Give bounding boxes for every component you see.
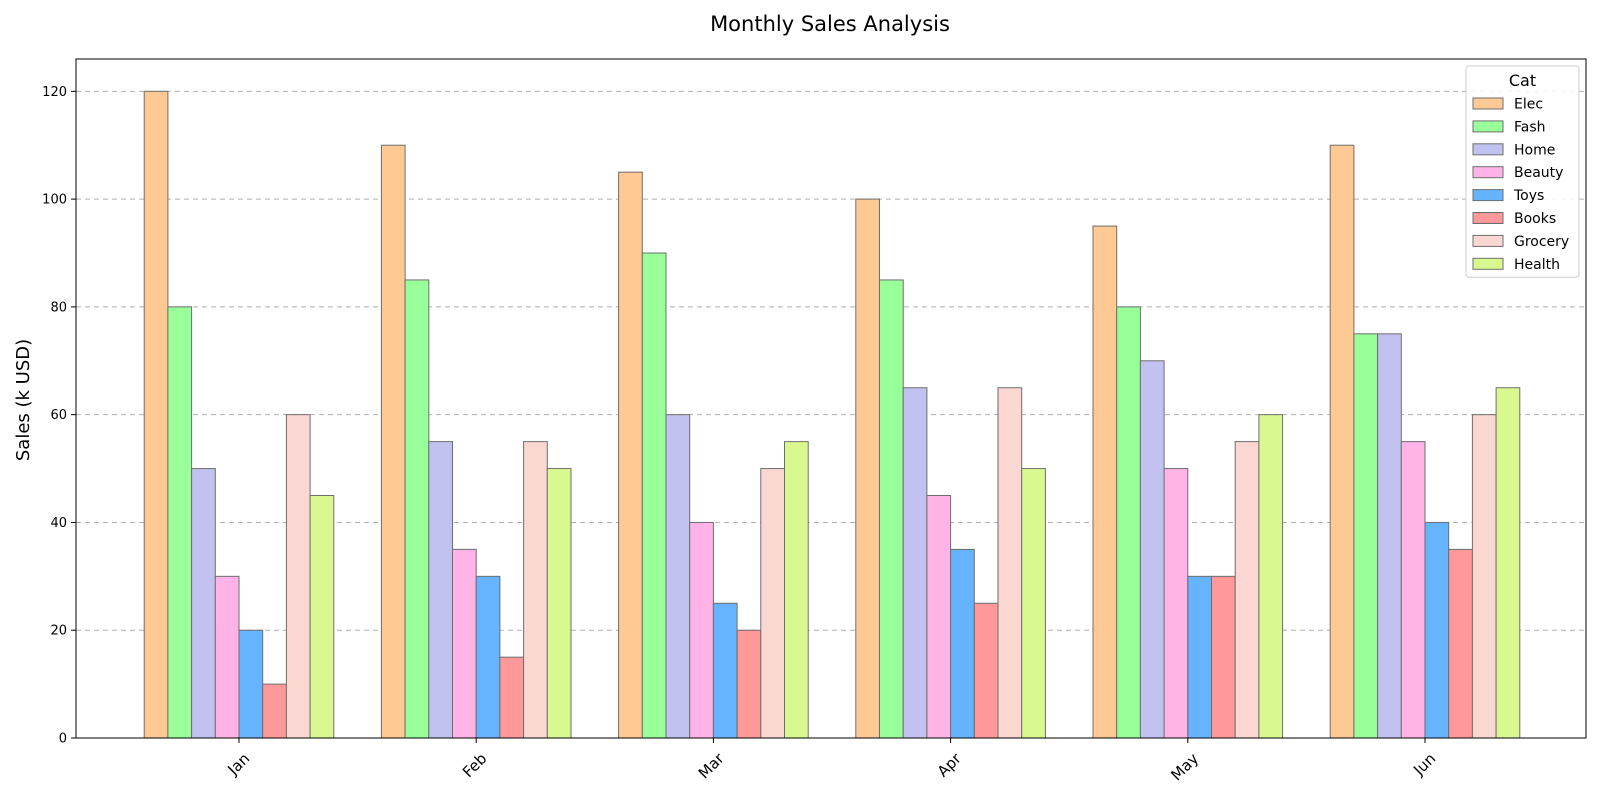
bar-health-feb [546,468,572,739]
legend-swatch-elec [1472,97,1504,110]
bar-toys-jun [1424,521,1450,739]
legend-swatch-grocery [1472,234,1504,247]
bar-beauty-mar [689,521,714,739]
bar-books-jan [262,683,287,739]
bar-beauty-feb [452,548,477,739]
legend-swatch-books [1472,212,1504,224]
bar-beauty-may [1163,468,1189,739]
bar-toys-jan [238,629,264,739]
y-tick-label-80: 80 [50,300,67,315]
bar-home-mar [665,414,691,739]
legend-label-beauty: Beauty [1514,165,1563,181]
bar-elec-feb [380,144,406,739]
legend-label-home: Home [1514,142,1555,158]
bar-health-apr [1021,468,1046,739]
bar-home-jun [1377,333,1402,739]
legend-swatch-health [1472,257,1504,270]
bar-fash-jan [167,306,193,739]
legend-label-elec: Elec [1514,97,1543,113]
x-tick-label-feb: Feb [459,750,491,782]
bar-elec-apr [855,198,880,739]
bar-health-may [1258,414,1284,739]
bar-home-apr [902,387,928,739]
bar-home-jan [191,468,216,739]
bar-toys-mar [712,602,738,739]
bar-fash-may [1116,306,1141,739]
x-tick-label-mar: Mar [695,749,728,782]
bar-health-jun [1495,387,1521,739]
x-tick-label-apr: Apr [934,749,966,781]
x-tick-label-jun: Jun [1409,750,1439,780]
bar-health-jan [309,495,335,739]
bar-grocery-jun [1471,414,1497,739]
bar-elec-mar [618,171,643,739]
bar-toys-apr [950,548,975,739]
y-tick-label-120: 120 [42,85,67,100]
y-tick-label-100: 100 [42,193,67,208]
plot-frame [75,58,1587,739]
bar-beauty-jan [214,575,240,739]
bar-fash-feb [404,279,430,739]
y-tick-label-0: 0 [59,732,67,747]
legend-swatch-beauty [1472,166,1504,179]
bar-beauty-apr [926,495,952,739]
bar-fash-apr [879,279,904,739]
legend: Cat Elec Fash Home Beauty Toys Books Grocery Hea… [1465,65,1580,278]
bar-elec-may [1092,225,1118,739]
bar-books-jun [1448,548,1473,739]
bar-grocery-jan [285,414,311,739]
bar-grocery-mar [760,468,785,739]
bar-books-mar [736,629,762,739]
x-tick-label-may: May [1167,749,1202,784]
bar-home-may [1139,360,1165,739]
bar-elec-jun [1329,144,1355,739]
y-tick-label-60: 60 [50,408,67,423]
legend-box [1465,65,1580,278]
legend-title: Cat [1509,71,1536,90]
x-tick-label-jan: Jan [223,750,253,780]
bar-books-feb [499,656,525,739]
bar-books-may [1211,575,1236,739]
bar-grocery-feb [523,441,548,739]
bar-toys-may [1187,575,1213,739]
y-tick-label-40: 40 [50,516,67,531]
legend-label-toys: Toys [1513,188,1544,204]
legend-swatch-toys [1472,189,1504,202]
legend-swatch-fash [1472,120,1504,133]
bar-fash-jun [1353,333,1379,739]
bar-fash-mar [641,252,667,739]
bar-books-apr [973,602,999,739]
legend-label-grocery: Grocery [1514,234,1569,250]
bar-grocery-may [1234,441,1260,739]
legend-label-health: Health [1514,257,1560,273]
legend-swatch-home [1472,143,1504,156]
bar-health-mar [784,441,809,739]
chart-title: Monthly Sales Analysis [710,12,950,36]
bar-elec-jan [143,90,169,739]
legend-label-fash: Fash [1514,119,1546,135]
y-tick-label-20: 20 [50,624,67,639]
legend-label-books: Books [1514,211,1556,227]
bar-grocery-apr [997,387,1023,739]
y-axis-label: Sales (k USD) [13,339,34,461]
bar-toys-feb [475,575,501,739]
bar-home-feb [428,441,453,739]
bar-beauty-jun [1400,441,1426,739]
